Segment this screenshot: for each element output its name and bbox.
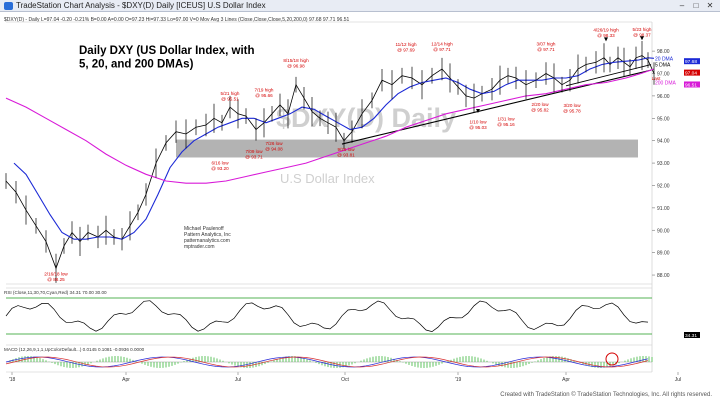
rsi-line — [5, 300, 649, 332]
support-zone-band — [176, 139, 638, 158]
ma-legend-tag: 5 DMA — [655, 63, 671, 69]
copyright-text: Created with TradeStation © TradeStation… — [500, 392, 712, 398]
rising-trendline — [341, 69, 652, 145]
pivot-arrow — [604, 37, 608, 42]
y-tick-label: 92.00 — [657, 183, 670, 189]
y-tick-label: 96.00 — [657, 94, 670, 100]
x-tick-label: Apr — [122, 377, 130, 383]
y-tick-label: 91.00 — [657, 206, 670, 212]
price-annotation: 9/26 low @ 93.81 — [337, 147, 355, 158]
x-tick-label: Oct — [341, 377, 349, 383]
price-annotation: 7/19 high @ 95.66 — [255, 88, 274, 99]
price-info-header: $DXY(D) - Daily L=97.04 -0.20 -0.21% B=0… — [4, 17, 349, 23]
rsi-label: RSI (Close,11,30,70,Cyan,Red) 34.31 70.0… — [4, 290, 107, 295]
y-tick-label: 94.00 — [657, 139, 670, 145]
price-annotation: 1/10 low @ 95.03 — [469, 120, 487, 131]
price-tag-box — [684, 58, 700, 65]
credit-text: Michael Paulenoff Pattern Analytics, Inc p… — [184, 226, 231, 250]
x-tick-label: Apr — [562, 377, 570, 383]
price-annotation: 11/12 high @ 97.69 — [395, 42, 417, 53]
x-tick-label: Jul — [235, 377, 241, 383]
y-tick-label: 90.00 — [657, 228, 670, 234]
price-annotation: 5/23 high @ 98.37 — [633, 27, 652, 38]
price-tag-box — [684, 69, 700, 76]
price-annotation: 7/26 low @ 94.08 — [265, 141, 283, 152]
price-tag-value: 97.68 — [685, 59, 697, 65]
ma-legend-tag: 200 DMA — [655, 80, 677, 86]
price-tag-box — [684, 81, 700, 88]
pivot-arrow — [640, 36, 644, 41]
price-annotation: 2/16/18 low @ 88.25 — [44, 271, 68, 282]
watermark-name: U.S Dollar Index — [280, 171, 375, 186]
price-annotation: 12/14 high @ 97.71 — [431, 42, 453, 53]
price-annotation: 6/16 low @ 93.20 — [211, 161, 229, 172]
price-annotation: 4/26/19 high @ 98.33 — [593, 28, 619, 39]
price-annotation: 3/07 high @ 97.71 — [537, 42, 556, 53]
price-annotation: Last — [652, 76, 661, 81]
macd-highlight-circle — [605, 352, 619, 366]
ma200-line — [5, 68, 655, 184]
y-tick-label: 93.00 — [657, 161, 670, 167]
chart-background — [0, 12, 720, 390]
y-tick-label: 95.00 — [657, 116, 670, 122]
title-bar: TradeStation Chart Analysis - $DXY(D) Da… — [0, 0, 720, 12]
x-tick-label: '18 — [9, 377, 16, 383]
pivot-arrow — [476, 109, 480, 114]
x-tick-label: '19 — [455, 377, 462, 383]
chart-canvas[interactable]: $DXY(D) - Daily L=97.04 -0.20 -0.21% B=0… — [0, 12, 720, 390]
x-tick-label: Jul — [675, 377, 681, 383]
rsi-value: 34.31 — [685, 333, 697, 339]
window-title: TradeStation Chart Analysis - $DXY(D) Da… — [16, 1, 266, 10]
price-annotation: 8/15/18 high @ 96.98 — [283, 58, 309, 68]
upper-trendline — [565, 64, 652, 87]
tradestation-logo-icon — [4, 2, 13, 10]
price-tag-value: 96.51 — [685, 82, 697, 88]
y-tick-label: 88.00 — [657, 273, 670, 279]
y-tick-label: 97.00 — [657, 72, 670, 78]
footer: Created with TradeStation © TradeStation… — [0, 390, 720, 401]
y-tick-label: 98.00 — [657, 49, 670, 55]
price-annotation: 3/20 low @ 95.78 — [563, 103, 581, 114]
minimize-button[interactable]: – — [679, 1, 685, 10]
price-tag-value: 97.04 — [685, 70, 697, 76]
price-annotation: 7/09 low @ 93.71 — [245, 149, 263, 160]
close-button[interactable]: ✕ — [706, 1, 714, 10]
price-annotation: 2/20 low @ 95.82 — [531, 102, 549, 113]
ma-legend-tag: 20 DMA — [655, 56, 674, 62]
rsi-value-box — [684, 332, 700, 338]
y-tick-label: 89.00 — [657, 251, 670, 257]
chart-title: Daily DXY (US Dollar Index, with 5, 20, a… — [79, 45, 255, 71]
maximize-button[interactable]: □ — [693, 1, 699, 10]
macd-signal-line — [5, 356, 649, 368]
macd-label: MACD (12,26,9,1,1,UpColorDefault...) 0.0… — [4, 347, 145, 352]
price-annotation: 5/21 high @ 95.51 — [221, 91, 240, 102]
price-annotation: 1/31 low @ 95.16 — [497, 117, 515, 128]
